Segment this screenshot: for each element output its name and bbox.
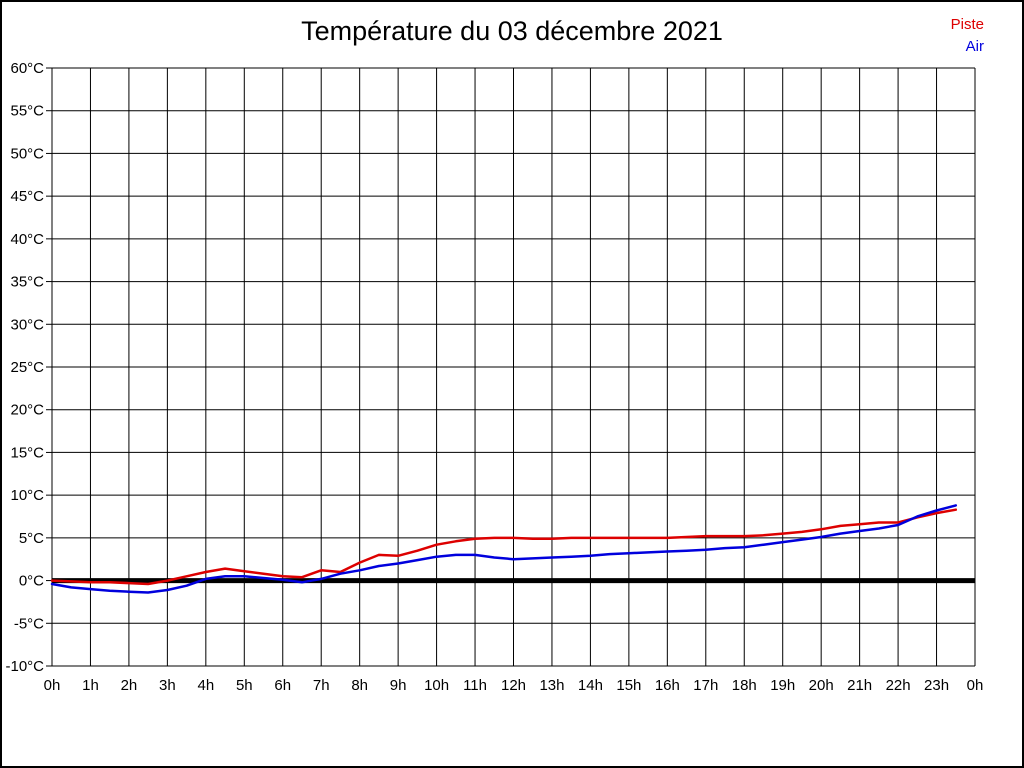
y-tick-label: 30°C — [10, 316, 44, 333]
x-tick-label: 11h — [463, 677, 487, 694]
x-tick-label: 15h — [616, 677, 641, 694]
chart-legend: Piste Air — [951, 14, 984, 58]
y-tick-label: 45°C — [10, 188, 44, 205]
y-tick-label: -5°C — [14, 615, 44, 632]
x-tick-label: 7h — [313, 677, 330, 694]
y-tick-label: 5°C — [19, 530, 44, 547]
y-tick-label: 0°C — [19, 573, 44, 590]
x-tick-label: 12h — [501, 677, 526, 694]
x-tick-label: 21h — [847, 677, 872, 694]
y-tick-label: -10°C — [5, 658, 44, 675]
chart-title: Température du 03 décembre 2021 — [301, 16, 723, 46]
x-tick-label: 20h — [809, 677, 834, 694]
x-tick-label: 6h — [274, 677, 291, 694]
x-tick-label: 9h — [390, 677, 407, 694]
x-tick-label: 23h — [924, 677, 949, 694]
x-tick-label: 3h — [159, 677, 176, 694]
legend-item-air: Air — [965, 38, 984, 55]
x-tick-label: 16h — [655, 677, 680, 694]
legend-item-piste: Piste — [950, 16, 984, 33]
x-tick-label: 0h — [967, 677, 984, 694]
x-tick-label: 0h — [44, 677, 61, 694]
x-tick-label: 8h — [351, 677, 368, 694]
x-tick-label: 4h — [197, 677, 214, 694]
x-tick-label: 10h — [424, 677, 449, 694]
series-line-piste — [50, 508, 958, 586]
y-tick-label: 25°C — [10, 359, 44, 376]
y-tick-label: 20°C — [10, 402, 44, 419]
x-tick-label: 14h — [578, 677, 603, 694]
x-tick-label: 17h — [693, 677, 718, 694]
x-tick-label: 18h — [732, 677, 757, 694]
y-tick-label: 60°C — [10, 60, 44, 77]
y-tick-label: 15°C — [10, 444, 44, 461]
x-tick-label: 22h — [886, 677, 911, 694]
x-tick-label: 5h — [236, 677, 253, 694]
y-tick-label: 10°C — [10, 487, 44, 504]
x-tick-label: 1h — [82, 677, 99, 694]
x-tick-label: 13h — [539, 677, 564, 694]
series-line-air — [50, 504, 958, 594]
x-tick-label: 19h — [770, 677, 795, 694]
y-tick-label: 35°C — [10, 274, 44, 291]
y-tick-label: 50°C — [10, 145, 44, 162]
x-tick-label: 2h — [121, 677, 138, 694]
y-tick-label: 55°C — [10, 103, 44, 120]
y-tick-label: 40°C — [10, 231, 44, 248]
